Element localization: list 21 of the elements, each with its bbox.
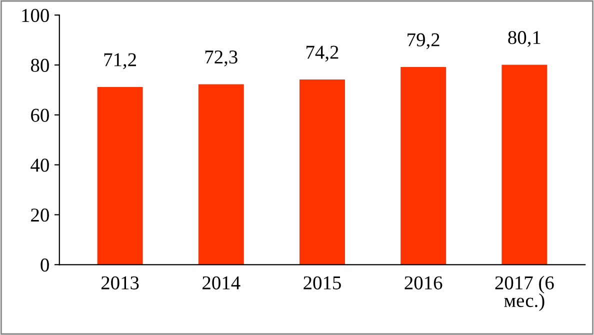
data-label: 79,2 (408, 33, 440, 50)
bar (300, 79, 345, 265)
bar (97, 86, 143, 265)
y-tick-label: 20 (31, 208, 49, 222)
y-tick-label: 80 (30, 58, 49, 72)
data-label: 80,1 (508, 31, 540, 47)
bar (502, 64, 548, 265)
bar (400, 66, 446, 265)
data-label: 72,3 (205, 50, 238, 66)
y-tick-label: 40 (30, 158, 49, 172)
data-label: 74,2 (306, 46, 338, 62)
x-tick-label: 2017 (6 мес.) (495, 276, 554, 312)
data-label: 71,2 (104, 53, 136, 70)
x-tick-label: 2013 (101, 276, 139, 290)
y-tick-label: 0 (40, 258, 49, 272)
bar (198, 84, 244, 265)
y-tick-label: 60 (31, 108, 49, 122)
y-tick-label: 100 (22, 8, 49, 22)
x-tick-label: 2014 (202, 276, 240, 290)
x-tick-label: 2015 (304, 276, 341, 290)
x-tick-label: 2016 (404, 276, 442, 290)
